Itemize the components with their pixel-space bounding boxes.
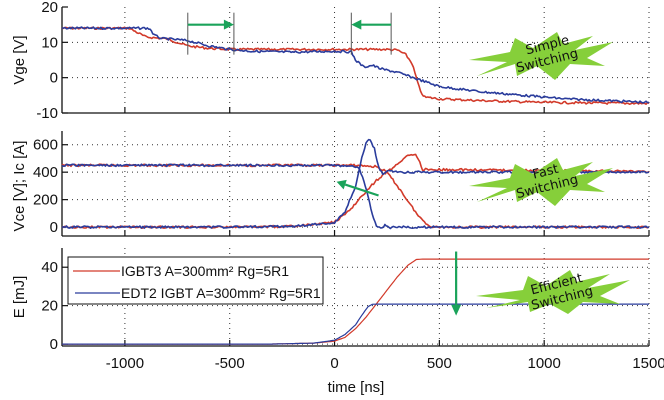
panel-3-ylabel: E [mJ] [11, 276, 28, 319]
series-line-2 [61, 26, 650, 104]
simple-switching-burst: Simple Switching [469, 32, 613, 80]
fast-switching-burst: Fast Switching [469, 158, 613, 206]
efficient-switching-burst: Efficient Switching [476, 270, 630, 314]
x-tick-label: 1500 [632, 355, 664, 372]
y-tick-label: -10 [36, 105, 58, 122]
panel-1: -10 0 10 20 [36, 0, 650, 122]
burst-shape [476, 270, 630, 314]
x-tick-label: -1000 [106, 355, 144, 372]
legend-label-igbt3: IGBT3 A=300mm² Rg=5R1 [121, 263, 289, 279]
series-line-3 [61, 163, 650, 230]
panel-3: 0 20 40 -1000 -500 0 500 1000 1500 [41, 248, 664, 372]
y-tick-label: 600 [33, 137, 58, 154]
y-tick-label: 10 [41, 34, 58, 51]
arrow-head-icon [451, 304, 462, 316]
arrow-head-icon [351, 19, 362, 30]
y-tick-label: 40 [41, 259, 58, 276]
x-axis-label: time [ns] [328, 379, 385, 396]
panel-2: 0 200 400 600 [33, 131, 650, 237]
panel-1-ylabel: Vge [V] [11, 35, 28, 84]
arrow-shaft [344, 183, 379, 197]
legend-label-edt2: EDT2 IGBT A=300mm² Rg=5R1 [121, 285, 321, 301]
burst-shape [469, 158, 613, 206]
panel-2-ylabel: Vce [V]; Ic [A] [11, 141, 28, 232]
y-tick-label: 400 [33, 164, 58, 181]
burst-shape [469, 32, 613, 80]
series-line-2 [62, 303, 649, 345]
x-tick-label: 1000 [527, 355, 560, 372]
y-tick-label: 0 [50, 219, 58, 236]
x-tick-label: 500 [427, 355, 452, 372]
y-tick-label: 200 [33, 192, 58, 209]
y-tick-label: 0 [50, 336, 58, 353]
y-tick-label: 20 [41, 298, 58, 315]
arrow-head-icon [223, 19, 234, 30]
y-tick-label: 20 [41, 0, 58, 16]
y-tick-label: 0 [50, 70, 58, 87]
burst-label-line1: Fast [531, 162, 560, 183]
legend-box [67, 256, 324, 305]
x-tick-label: 0 [330, 355, 338, 372]
legend: IGBT3 A=300mm² Rg=5R1 EDT2 IGBT A=300mm²… [67, 256, 324, 305]
x-tick-label: -500 [215, 355, 245, 372]
arrow-head-icon [336, 179, 347, 190]
